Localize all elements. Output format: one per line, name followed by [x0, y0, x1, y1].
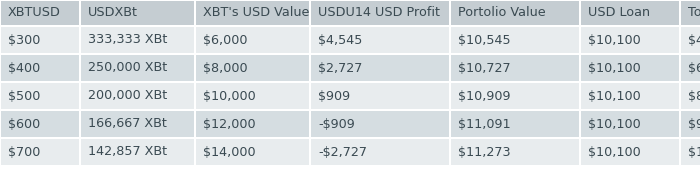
- Text: -$2,727: -$2,727: [318, 146, 367, 159]
- Bar: [1, 83, 79, 109]
- Text: 250,000 XBt: 250,000 XBt: [88, 62, 167, 75]
- Bar: [196, 55, 309, 81]
- Bar: [196, 111, 309, 137]
- Bar: [1, 139, 79, 165]
- Text: $909: $909: [318, 89, 350, 102]
- Text: Total Profit: Total Profit: [688, 6, 700, 19]
- Bar: [581, 139, 679, 165]
- Text: $10,909: $10,909: [458, 89, 510, 102]
- Text: -$909: -$909: [318, 117, 355, 130]
- Bar: [196, 27, 309, 53]
- Bar: [311, 83, 449, 109]
- Text: $10,100: $10,100: [588, 62, 640, 75]
- Text: 142,857 XBt: 142,857 XBt: [88, 146, 167, 159]
- Text: $300: $300: [8, 34, 41, 47]
- Text: $809: $809: [688, 89, 700, 102]
- Bar: [311, 111, 449, 137]
- Bar: [581, 27, 679, 53]
- Bar: [451, 111, 579, 137]
- Bar: [311, 55, 449, 81]
- Text: USD Loan: USD Loan: [588, 6, 650, 19]
- Text: $4,545: $4,545: [318, 34, 363, 47]
- Text: $14,000: $14,000: [203, 146, 256, 159]
- Text: $400: $400: [8, 62, 41, 75]
- Bar: [681, 111, 700, 137]
- Bar: [81, 55, 194, 81]
- Bar: [681, 83, 700, 109]
- Bar: [581, 55, 679, 81]
- Bar: [81, 27, 194, 53]
- Text: USDU14 USD Profit: USDU14 USD Profit: [318, 6, 440, 19]
- Text: $12,000: $12,000: [203, 117, 256, 130]
- Text: Portolio Value: Portolio Value: [458, 6, 545, 19]
- Text: $700: $700: [8, 146, 41, 159]
- Bar: [451, 83, 579, 109]
- Text: $10,100: $10,100: [588, 117, 640, 130]
- Bar: [581, 111, 679, 137]
- Bar: [81, 83, 194, 109]
- Bar: [681, 1, 700, 25]
- Text: $11,091: $11,091: [458, 117, 510, 130]
- Bar: [1, 111, 79, 137]
- Text: $10,000: $10,000: [203, 89, 256, 102]
- Bar: [196, 1, 309, 25]
- Bar: [311, 139, 449, 165]
- Text: $10,545: $10,545: [458, 34, 510, 47]
- Bar: [451, 27, 579, 53]
- Text: $10,100: $10,100: [588, 146, 640, 159]
- Text: $991: $991: [688, 117, 700, 130]
- Bar: [681, 27, 700, 53]
- Bar: [1, 27, 79, 53]
- Bar: [451, 139, 579, 165]
- Text: $10,100: $10,100: [588, 34, 640, 47]
- Bar: [196, 139, 309, 165]
- Text: $627: $627: [688, 62, 700, 75]
- Bar: [581, 83, 679, 109]
- Text: $8,000: $8,000: [203, 62, 248, 75]
- Bar: [311, 1, 449, 25]
- Text: $10,727: $10,727: [458, 62, 510, 75]
- Text: 200,000 XBt: 200,000 XBt: [88, 89, 167, 102]
- Text: $500: $500: [8, 89, 41, 102]
- Text: XBT's USD Value: XBT's USD Value: [203, 6, 309, 19]
- Text: 166,667 XBt: 166,667 XBt: [88, 117, 167, 130]
- Bar: [1, 55, 79, 81]
- Bar: [451, 55, 579, 81]
- Text: USDXBt: USDXBt: [88, 6, 138, 19]
- Bar: [81, 1, 194, 25]
- Bar: [311, 27, 449, 53]
- Bar: [681, 139, 700, 165]
- Bar: [1, 1, 79, 25]
- Text: $2,727: $2,727: [318, 62, 363, 75]
- Text: $445: $445: [688, 34, 700, 47]
- Text: 333,333 XBt: 333,333 XBt: [88, 34, 167, 47]
- Text: $10,100: $10,100: [588, 89, 640, 102]
- Bar: [581, 1, 679, 25]
- Text: $6,000: $6,000: [203, 34, 248, 47]
- Text: $1,173: $1,173: [688, 146, 700, 159]
- Bar: [681, 55, 700, 81]
- Text: XBTUSD: XBTUSD: [8, 6, 61, 19]
- Bar: [81, 111, 194, 137]
- Text: $11,273: $11,273: [458, 146, 510, 159]
- Bar: [196, 83, 309, 109]
- Text: $600: $600: [8, 117, 41, 130]
- Bar: [451, 1, 579, 25]
- Bar: [81, 139, 194, 165]
